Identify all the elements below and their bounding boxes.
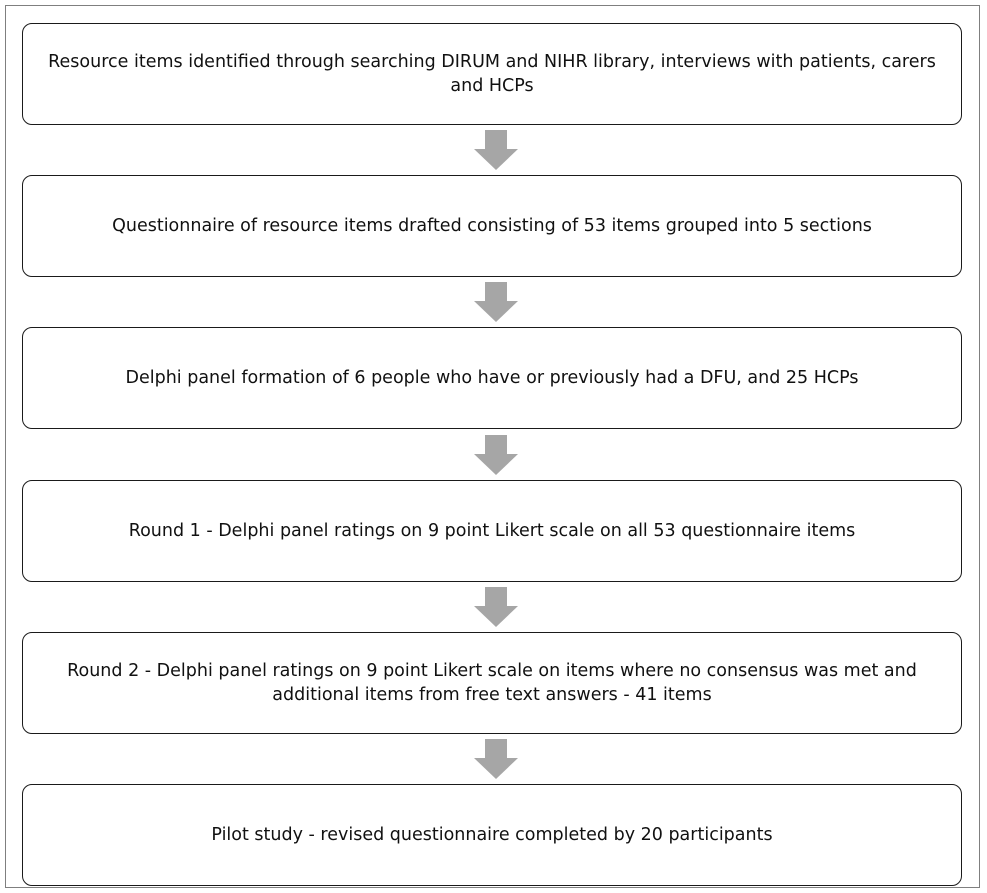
step-4-round-1: Round 1 - Delphi panel ratings on 9 poin… <box>22 480 962 582</box>
step-3-text: Delphi panel formation of 6 people who h… <box>125 368 859 388</box>
step-6-pilot-study: Pilot study - revised questionnaire comp… <box>22 784 962 886</box>
arrow-down-icon <box>474 587 518 627</box>
step-2-text: Questionnaire of resource items drafted … <box>112 216 872 236</box>
arrow-down-icon <box>474 739 518 779</box>
step-1-text: Resource items identified through search… <box>48 52 936 96</box>
arrow-down-icon <box>474 435 518 475</box>
step-2-questionnaire-drafted: Questionnaire of resource items drafted … <box>22 175 962 277</box>
step-1-resource-identification: Resource items identified through search… <box>22 23 962 125</box>
step-4-text: Round 1 - Delphi panel ratings on 9 poin… <box>128 521 856 541</box>
diagram-frame <box>5 5 980 888</box>
arrow-down-icon <box>474 282 518 322</box>
step-5-round-2: Round 2 - Delphi panel ratings on 9 poin… <box>22 632 962 734</box>
step-3-panel-formation: Delphi panel formation of 6 people who h… <box>22 327 962 429</box>
arrow-down-icon <box>474 130 518 170</box>
step-5-text: Round 2 - Delphi panel ratings on 9 poin… <box>67 661 917 705</box>
step-6-text: Pilot study - revised questionnaire comp… <box>211 825 773 845</box>
